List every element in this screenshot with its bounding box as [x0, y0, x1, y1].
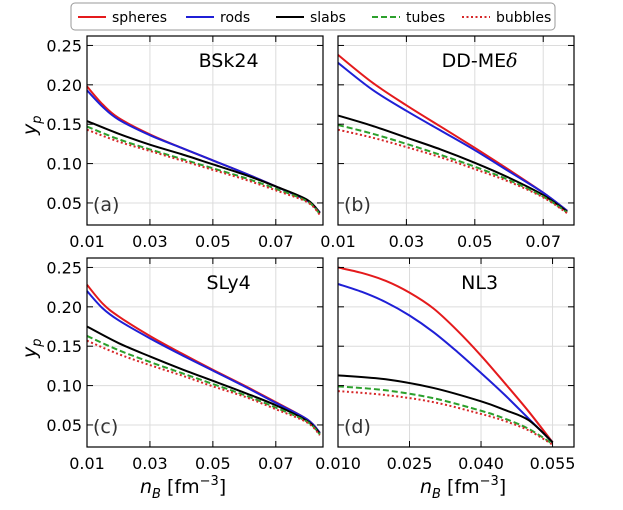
- panel-a: 0.01 0.03 0.05 0.07 0.05 0.10 0.15 0.20 0.25 BSk…: [46, 35, 324, 251]
- panel-b-xtick-label: 0.07: [525, 232, 561, 251]
- panel-c-xtick-label: 0.03: [132, 454, 168, 473]
- y-axis-label-bottom: yp: [19, 338, 45, 359]
- panel-c-ytick-label: 0.20: [46, 298, 82, 317]
- legend-frame: [70, 2, 556, 31]
- panel-d-xtick-label: 0.025: [387, 454, 433, 473]
- panel-b-xtick-label: 0.03: [389, 232, 425, 251]
- panel-b: 0.01 0.03 0.05 0.07 DD-MEδ (b): [320, 35, 575, 251]
- legend-entry-bubbles: bubbles: [462, 10, 551, 26]
- panel-c-ytick-label: 0.25: [46, 258, 82, 277]
- legend-label-spheres: spheres: [112, 10, 167, 26]
- series-bubbles-panel-c: [86, 339, 321, 436]
- panel-d-title: NL3: [461, 272, 498, 294]
- legend-label-slabs: slabs: [310, 10, 346, 26]
- series-rods-panel-b: [337, 61, 568, 212]
- panel-b-xtick-label: 0.05: [457, 232, 493, 251]
- legend-label-rods: rods: [220, 10, 250, 26]
- panel-b-frame: [337, 35, 575, 226]
- panel-a-xtick-label: 0.05: [195, 232, 231, 251]
- panel-a-ytick-label: 0.05: [46, 194, 82, 213]
- series-tubes-panel-d: [337, 385, 554, 445]
- legend-entry-spheres: spheres: [78, 10, 167, 26]
- panel-a-ytick-label: 0.25: [46, 36, 82, 55]
- panel-d-frame: [337, 257, 575, 448]
- panel-a-ytick-label: 0.15: [46, 115, 82, 134]
- legend-entry-rods: rods: [186, 10, 250, 26]
- panel-d-xtick-label: 0.040: [458, 454, 504, 473]
- panel-c-xtick-label: 0.07: [258, 454, 294, 473]
- panel-c-ytick-label: 0.15: [46, 337, 82, 356]
- panel-b-label: (b): [344, 194, 371, 216]
- legend-label-tubes: tubes: [406, 10, 445, 26]
- series-spheres-panel-b: [337, 54, 568, 212]
- panel-b-title: DD-MEδ: [442, 50, 518, 72]
- series-slabs-panel-c: [86, 325, 321, 435]
- panel-d: 0.010 0.025 0.040 0.055 NL3 (d): [315, 257, 576, 473]
- series-rods-panel-c: [86, 290, 321, 434]
- panel-c-ytick-label: 0.10: [46, 377, 82, 396]
- panel-c-xtick-label: 0.05: [195, 454, 231, 473]
- panel-c-ytick-label: 0.05: [46, 416, 82, 435]
- legend: spheres rods slabs tubes bubbles: [70, 2, 556, 31]
- panel-d-xtick-label: 0.010: [315, 454, 361, 473]
- series-spheres-panel-d: [337, 266, 554, 443]
- panel-d-label: (d): [344, 416, 371, 438]
- panel-a-label: (a): [93, 194, 119, 216]
- panel-a-title: BSk24: [199, 50, 259, 72]
- legend-entry-slabs: slabs: [276, 10, 346, 26]
- panel-a-xtick-label: 0.03: [132, 232, 168, 251]
- series-bubbles-panel-a: [86, 128, 321, 216]
- series-slabs-panel-d: [337, 374, 554, 444]
- x-axis-label-right: nB [fm−3]: [420, 474, 506, 502]
- x-axis-label-left: nB [fm−3]: [140, 474, 226, 502]
- panel-c-frame: [86, 257, 324, 448]
- series-bubbles-panel-b: [337, 128, 568, 215]
- panel-a-ytick-label: 0.10: [46, 155, 82, 174]
- series-tubes-panel-b: [337, 124, 568, 214]
- series-tubes-panel-a: [86, 125, 321, 215]
- panel-c: 0.01 0.03 0.05 0.07 0.05 0.10 0.15 0.20 0.25 SLy…: [46, 257, 324, 473]
- panel-c-xtick-label: 0.01: [69, 454, 105, 473]
- panel-b-xtick-label: 0.01: [320, 232, 356, 251]
- series-rods-panel-d: [337, 283, 554, 443]
- panel-a-ytick-label: 0.20: [46, 76, 82, 95]
- series-bubbles-panel-d: [337, 390, 554, 446]
- panel-a-xtick-label: 0.07: [258, 232, 294, 251]
- panel-c-title: SLy4: [206, 272, 250, 294]
- legend-label-bubbles: bubbles: [496, 10, 551, 26]
- panel-d-xtick-label: 0.055: [530, 454, 576, 473]
- panel-a-xtick-label: 0.01: [69, 232, 105, 251]
- panel-a-frame: [86, 35, 324, 226]
- series-slabs-panel-a: [86, 120, 321, 214]
- series-slabs-panel-b: [337, 114, 568, 213]
- y-axis-label-top: yp: [19, 115, 45, 136]
- panel-c-label: (c): [93, 416, 118, 438]
- legend-entry-tubes: tubes: [372, 10, 445, 26]
